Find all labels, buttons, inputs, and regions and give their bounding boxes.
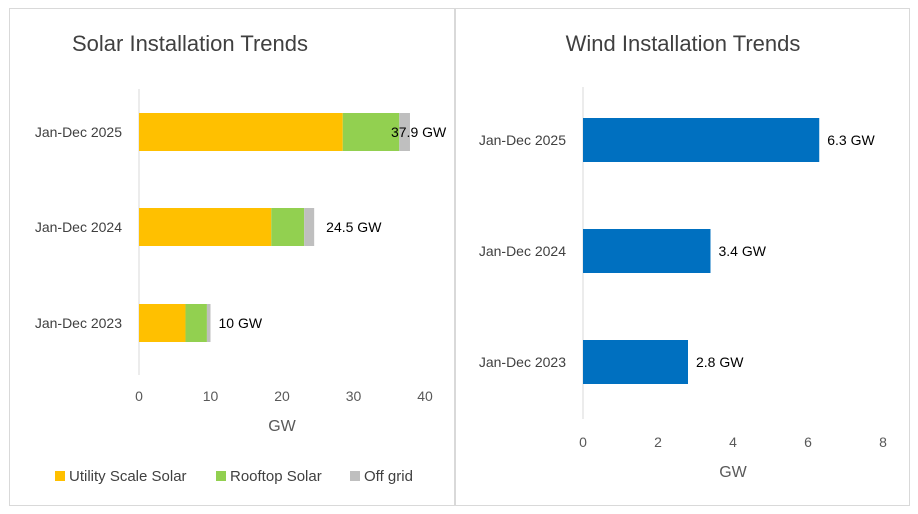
legend-entry: Rooftop Solar xyxy=(230,468,322,485)
solar-legend: Utility Scale Solar Rooftop Solar Off grid xyxy=(55,468,413,485)
wind-chart-panel: Wind Installation Trends 0 2 4 6 8 Jan-Dec 20… xyxy=(455,8,910,506)
bar-segment xyxy=(139,304,186,342)
data-label: 24.5 GW xyxy=(326,219,382,235)
category-label: Jan-Dec 2024 xyxy=(479,243,566,259)
x-tick-label: 2 xyxy=(654,434,662,450)
legend-entry: Off grid xyxy=(364,468,413,485)
legend-swatch xyxy=(55,471,65,481)
category-label: Jan-Dec 2025 xyxy=(479,132,566,148)
bar-segment xyxy=(139,208,272,246)
bar-segment xyxy=(399,113,410,151)
bar-segment xyxy=(206,304,211,342)
legend-swatch xyxy=(216,471,226,481)
x-tick-label: 0 xyxy=(135,388,143,404)
solar-plot-area: 0 10 20 30 40 Jan-Dec 2025 37.9 GW Jan-Dec 2024… xyxy=(35,89,447,404)
wind-chart-title: Wind Installation Trends xyxy=(566,31,801,56)
bar-segment xyxy=(342,113,400,151)
wind-plot-area: 0 2 4 6 8 Jan-Dec 2025 6.3 GW Jan-Dec 2024 3.4 G… xyxy=(479,87,887,450)
data-label: 2.8 GW xyxy=(696,354,744,370)
category-label: Jan-Dec 2023 xyxy=(35,315,122,331)
category-label: Jan-Dec 2025 xyxy=(35,124,122,140)
solar-chart: Solar Installation Trends 0 10 20 30 40 Jan-D… xyxy=(35,31,447,485)
solar-chart-panel: Solar Installation Trends 0 10 20 30 40 Jan-D… xyxy=(9,8,455,506)
data-label: 3.4 GW xyxy=(719,243,767,259)
x-tick-label: 10 xyxy=(203,388,219,404)
bar-segment xyxy=(304,208,315,246)
legend-swatch xyxy=(350,471,360,481)
bar-segment xyxy=(583,340,688,384)
solar-chart-title: Solar Installation Trends xyxy=(72,31,308,56)
bar-segment xyxy=(583,118,820,162)
x-tick-label: 30 xyxy=(346,388,362,404)
x-tick-label: 20 xyxy=(274,388,290,404)
x-tick-label: 6 xyxy=(804,434,812,450)
data-label: 6.3 GW xyxy=(827,132,875,148)
bar-segment xyxy=(139,113,343,151)
category-label: Jan-Dec 2024 xyxy=(35,219,122,235)
bar-segment xyxy=(271,208,305,246)
bar-segment xyxy=(185,304,207,342)
x-tick-label: 8 xyxy=(879,434,887,450)
x-tick-label: 40 xyxy=(417,388,433,404)
data-label: 10 GW xyxy=(219,315,263,331)
x-tick-label: 4 xyxy=(729,434,737,450)
wind-chart: Wind Installation Trends 0 2 4 6 8 Jan-Dec 20… xyxy=(479,31,887,481)
legend-entry: Utility Scale Solar xyxy=(69,468,187,485)
wind-x-axis-label: GW xyxy=(719,464,747,481)
data-label: 37.9 GW xyxy=(391,124,447,140)
solar-x-axis-label: GW xyxy=(268,418,296,435)
bar-segment xyxy=(583,229,711,273)
x-tick-label: 0 xyxy=(579,434,587,450)
category-label: Jan-Dec 2023 xyxy=(479,354,566,370)
